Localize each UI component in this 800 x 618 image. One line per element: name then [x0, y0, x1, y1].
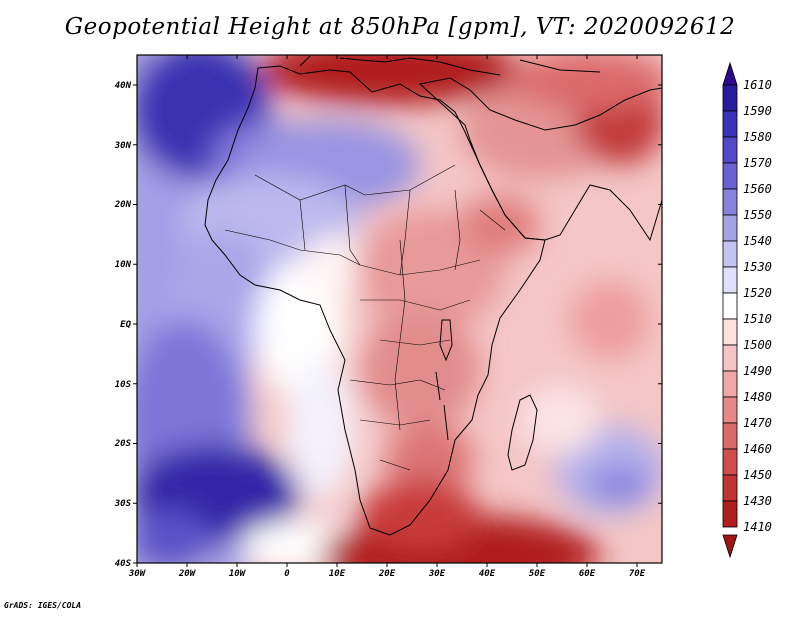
lon-label: 50E [529, 569, 546, 579]
madagascar-outline [507, 394, 538, 471]
colorbar-band [722, 188, 738, 216]
colorbar-band [722, 318, 738, 346]
rift-lakes [435, 371, 449, 441]
colorbar-label: 1550 [743, 208, 772, 222]
colorbar-label: 1500 [743, 338, 772, 352]
lat-label: 10N [115, 260, 132, 270]
colorbar-label: 1450 [743, 468, 772, 482]
colorbar-band [722, 162, 738, 190]
colorbar-label: 1470 [743, 416, 772, 430]
lat-label: EQ [120, 320, 131, 330]
colorbar-label: 1520 [743, 286, 772, 300]
arabia-asia-outline [418, 77, 662, 242]
height-field [137, 55, 662, 563]
colorbar-label: 1560 [743, 182, 772, 196]
colorbar-label: 1480 [743, 390, 772, 404]
colorbar: 1610 1590 1580 1570 1560 1550 1540 1530 … [722, 61, 772, 559]
map-title: Geopotential Height at 850hPa [gpm], VT:… [64, 14, 736, 40]
lon-label: 0 [284, 569, 290, 579]
colorbar-band [722, 370, 738, 398]
lat-label: 10S [115, 380, 132, 390]
lat-label: 20S [114, 439, 132, 449]
grads-credit: GrADS: IGES/COLA [4, 601, 82, 610]
longitude-labels: 30W 20W 10W 0 10E 20E 30E 40E 50E 60E 70… [128, 569, 646, 579]
colorbar-label: 1580 [743, 130, 772, 144]
colorbar-band [722, 474, 738, 502]
lat-label: 30S [114, 499, 132, 509]
colorbar-band [722, 214, 738, 242]
europe-coast [299, 55, 601, 76]
colorbar-label: 1460 [743, 442, 772, 456]
colorbar-label: 1570 [743, 156, 772, 170]
lon-label: 60E [579, 569, 596, 579]
lake-victoria [439, 319, 453, 362]
colorbar-band [722, 240, 738, 268]
plot-frame [136, 54, 663, 564]
colorbar-band [722, 292, 738, 320]
africa-outline [204, 65, 546, 536]
colorbar-band [722, 266, 738, 294]
lon-label: 40E [479, 569, 496, 579]
colorbar-label: 1610 [743, 78, 772, 92]
colorbar-label: 1590 [743, 104, 772, 118]
lat-label: 20N [114, 200, 132, 210]
axis-ticks [133, 55, 662, 567]
colorbar-label: 1490 [743, 364, 772, 378]
colorbar-band [722, 422, 738, 450]
colorbar-band [722, 84, 738, 112]
colorbar-top-arrow [722, 61, 738, 86]
colorbar-band [722, 136, 738, 164]
lon-label: 10E [329, 569, 346, 579]
lon-label: 70E [629, 569, 646, 579]
lat-label: 40S [115, 559, 132, 569]
lon-label: 10W [229, 569, 247, 579]
colorbar-label: 1540 [743, 234, 772, 248]
colorbar-label: 1530 [743, 260, 772, 274]
colorbar-band [722, 110, 738, 138]
lon-label: 30E [428, 569, 446, 579]
colorbar-band [722, 500, 738, 528]
colorbar-band [722, 448, 738, 476]
colorbar-labels: 1610 1590 1580 1570 1560 1550 1540 1530 … [743, 78, 772, 534]
colorbar-label: 1410 [743, 520, 772, 534]
colorbar-label: 1510 [743, 312, 772, 326]
lat-label: 30N [114, 141, 132, 151]
lat-label: 40N [115, 81, 132, 91]
lon-label: 30W [128, 569, 147, 579]
colorbar-bottom-arrow [722, 534, 738, 559]
colorbar-label: 1430 [743, 494, 772, 508]
lon-label: 20E [378, 569, 396, 579]
colorbar-bands [722, 84, 738, 528]
latitude-labels: 40N 30N 20N 10N EQ 10S 20S 30S 40S [114, 81, 132, 569]
colorbar-band [722, 344, 738, 372]
country-borders [224, 164, 506, 471]
coastlines [204, 55, 662, 536]
colorbar-band [722, 396, 738, 424]
lon-label: 20W [178, 569, 197, 579]
